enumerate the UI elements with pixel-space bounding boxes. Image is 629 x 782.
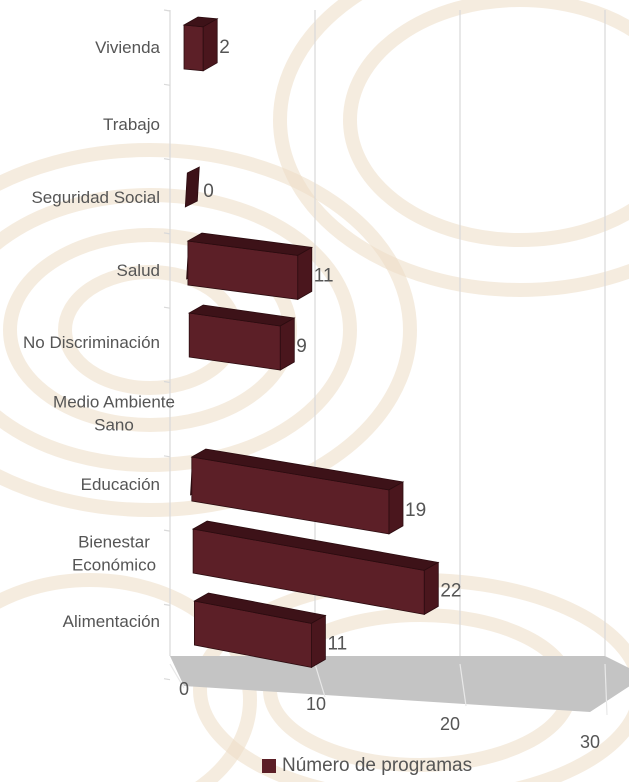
x-tick-label: 0 — [179, 679, 189, 699]
grid — [163, 9, 606, 681]
floor-gridline — [604, 663, 608, 716]
category-label: Económico — [72, 556, 156, 575]
category-label: Salud — [117, 261, 160, 280]
floor-gridline — [169, 663, 185, 689]
bar — [184, 166, 200, 208]
bar-side — [423, 561, 439, 616]
category-tick — [163, 158, 171, 161]
category-tick — [163, 9, 171, 12]
category-label: Educación — [81, 475, 160, 494]
bar-front — [183, 24, 204, 72]
x-tick-label: 20 — [440, 714, 460, 734]
category-label: Seguridad Social — [31, 188, 160, 207]
category-tick — [163, 83, 171, 86]
data-label: 11 — [314, 265, 334, 286]
x-tick-label: 30 — [580, 732, 600, 752]
data-label: 2 — [219, 37, 230, 58]
bar — [193, 592, 327, 669]
data-label: 19 — [405, 500, 426, 521]
x-tick-label: 10 — [306, 694, 326, 714]
watermark-ring — [0, 573, 257, 782]
bars: 2001190192211 — [182, 16, 461, 669]
chart-floor — [169, 656, 629, 716]
x-axis-ticks: 0 10 20 30 — [179, 679, 600, 752]
bar-zero-sliver — [184, 166, 200, 208]
category-label: Sano — [94, 416, 134, 435]
data-label: 11 — [327, 633, 347, 654]
bar-side — [310, 614, 326, 669]
floor-gridline — [459, 663, 467, 707]
bar-side — [388, 481, 404, 535]
legend-label: Número de programas — [282, 755, 473, 776]
category-label: Trabajo — [103, 115, 160, 134]
category-label: Alimentación — [63, 612, 160, 631]
category-tick — [163, 232, 171, 235]
category-tick — [163, 603, 171, 606]
category-label: Bienestar — [78, 533, 150, 552]
legend-swatch — [262, 759, 276, 773]
bar-side — [279, 317, 295, 371]
bar — [182, 16, 219, 72]
bar — [187, 304, 296, 371]
category-label: No Discriminación — [23, 333, 160, 352]
data-label: 9 — [296, 336, 307, 357]
category-tick — [163, 529, 171, 532]
bar-side — [202, 18, 218, 72]
data-label: 22 — [440, 580, 461, 601]
bar — [191, 520, 440, 616]
category-label: Vivienda — [95, 38, 160, 57]
category-label: Medio Ambiente — [53, 393, 175, 412]
category-tick — [163, 306, 171, 309]
legend: Número de programas — [262, 755, 473, 776]
watermark-ring — [0, 188, 357, 472]
watermark-ring — [0, 143, 417, 517]
category-tick — [163, 380, 171, 384]
watermark-ring — [343, 0, 629, 247]
bar — [186, 232, 314, 301]
category-tick — [163, 678, 171, 681]
watermark-ring — [273, 0, 629, 297]
bar-side — [297, 246, 313, 301]
data-label: 0 — [203, 181, 214, 202]
floor-gridline — [314, 663, 326, 698]
bar — [190, 448, 405, 535]
category-labels: Vivienda Trabajo Seguridad Social Salud No D… — [23, 38, 175, 631]
category-tick — [163, 455, 171, 458]
floor-plane — [170, 656, 629, 712]
